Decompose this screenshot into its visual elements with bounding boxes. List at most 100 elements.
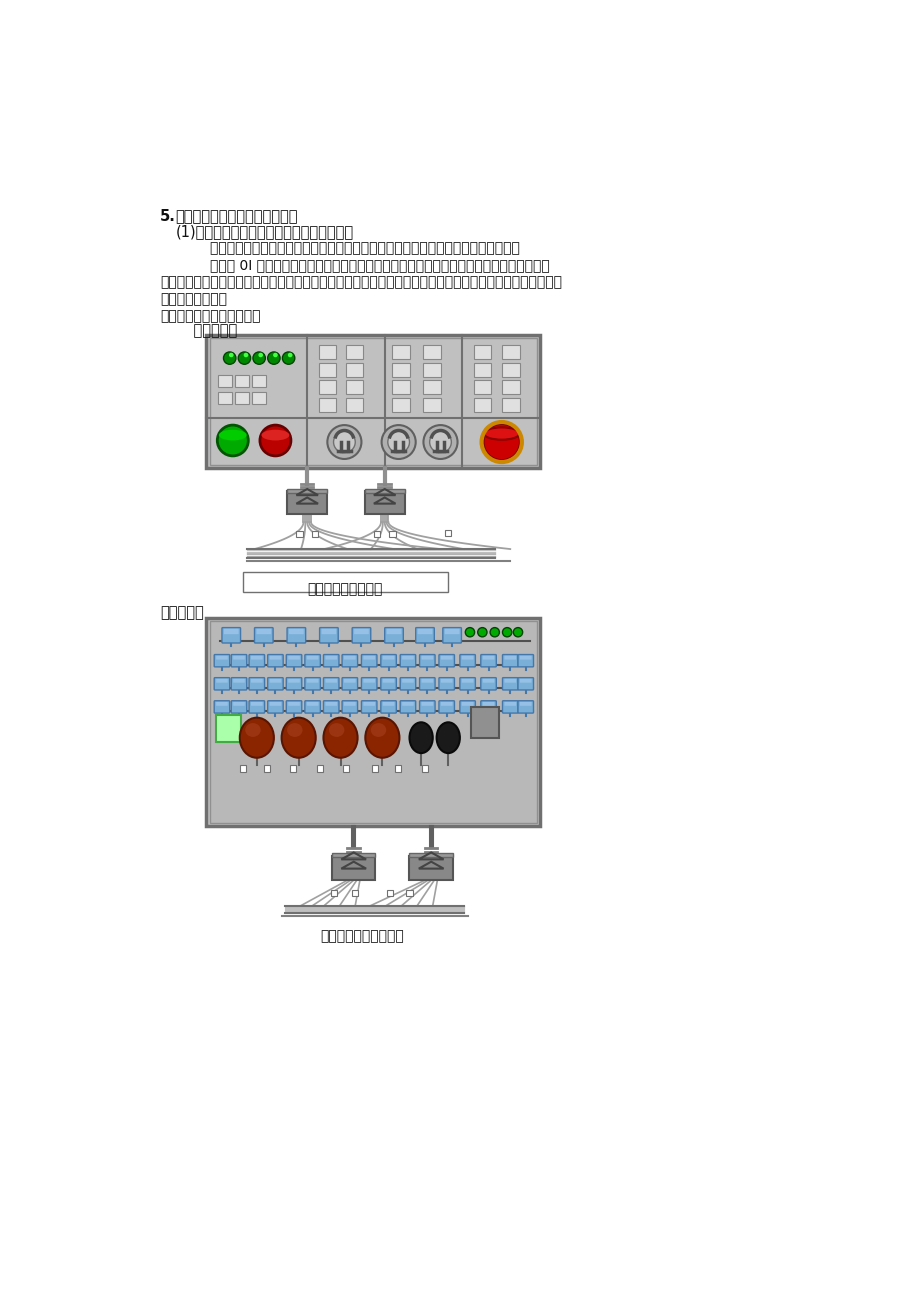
FancyBboxPatch shape — [233, 702, 244, 706]
FancyBboxPatch shape — [321, 629, 336, 635]
Bar — [423, 362, 440, 377]
Ellipse shape — [365, 718, 399, 758]
FancyBboxPatch shape — [519, 702, 531, 706]
Circle shape — [502, 628, 511, 637]
Circle shape — [482, 423, 520, 460]
FancyBboxPatch shape — [325, 702, 336, 706]
FancyBboxPatch shape — [380, 701, 396, 713]
FancyBboxPatch shape — [269, 679, 281, 683]
Bar — [364, 489, 404, 493]
Bar — [409, 856, 452, 880]
FancyBboxPatch shape — [269, 702, 281, 706]
Bar — [332, 856, 375, 880]
Bar — [364, 491, 404, 515]
Bar — [235, 392, 249, 404]
FancyBboxPatch shape — [444, 629, 459, 635]
Text: 面板前视图: 面板前视图 — [176, 323, 237, 337]
FancyBboxPatch shape — [440, 702, 452, 706]
Text: 是通过 0I 系统的标准输入输出接口进展设计，此方法因为全部使用的是输入输出的点进展: 是通过 0I 系统的标准输入输出接口进展设计，此方法因为全部使用的是输入输出的点… — [176, 258, 550, 272]
Ellipse shape — [245, 723, 260, 737]
Circle shape — [253, 352, 265, 365]
FancyBboxPatch shape — [361, 678, 377, 691]
Ellipse shape — [323, 718, 357, 758]
FancyBboxPatch shape — [417, 629, 432, 635]
Ellipse shape — [409, 722, 432, 753]
Bar — [240, 765, 245, 771]
Bar — [445, 530, 451, 536]
FancyBboxPatch shape — [461, 655, 473, 659]
Bar — [392, 380, 409, 395]
Circle shape — [260, 425, 290, 456]
FancyBboxPatch shape — [306, 655, 318, 659]
FancyBboxPatch shape — [249, 701, 265, 713]
Bar — [317, 765, 323, 771]
FancyBboxPatch shape — [287, 628, 305, 642]
Bar — [218, 375, 232, 387]
Bar — [252, 392, 266, 404]
FancyBboxPatch shape — [482, 679, 494, 683]
Circle shape — [238, 352, 250, 365]
FancyBboxPatch shape — [323, 701, 338, 713]
Text: 机床操作面板后走线图: 机床操作面板后走线图 — [320, 929, 403, 943]
FancyBboxPatch shape — [481, 678, 495, 691]
FancyBboxPatch shape — [438, 678, 454, 691]
Bar — [373, 530, 380, 537]
FancyBboxPatch shape — [363, 702, 375, 706]
FancyBboxPatch shape — [504, 655, 516, 659]
Bar — [423, 399, 440, 412]
FancyBboxPatch shape — [519, 679, 531, 683]
Bar — [473, 345, 491, 358]
FancyBboxPatch shape — [325, 655, 336, 659]
FancyBboxPatch shape — [517, 678, 533, 691]
FancyBboxPatch shape — [286, 654, 301, 667]
FancyBboxPatch shape — [304, 678, 320, 691]
FancyBboxPatch shape — [400, 701, 415, 713]
FancyBboxPatch shape — [342, 701, 357, 713]
Bar — [216, 714, 240, 741]
Bar — [296, 530, 302, 537]
Bar — [392, 362, 409, 377]
FancyBboxPatch shape — [502, 654, 517, 667]
Bar — [218, 392, 232, 404]
FancyBboxPatch shape — [380, 678, 396, 691]
FancyBboxPatch shape — [382, 679, 394, 683]
FancyBboxPatch shape — [363, 655, 375, 659]
Text: 机床操作面板的设计方法及说明: 机床操作面板的设计方法及说明 — [176, 208, 298, 224]
Bar — [206, 619, 539, 826]
FancyBboxPatch shape — [419, 654, 435, 667]
FancyBboxPatch shape — [323, 654, 338, 667]
Circle shape — [267, 352, 279, 365]
FancyBboxPatch shape — [382, 702, 394, 706]
Bar — [332, 853, 375, 857]
Bar — [346, 345, 363, 358]
Circle shape — [273, 353, 278, 357]
Bar — [471, 708, 498, 737]
FancyBboxPatch shape — [419, 678, 435, 691]
Bar — [406, 890, 412, 896]
FancyBboxPatch shape — [216, 702, 228, 706]
FancyBboxPatch shape — [214, 654, 230, 667]
FancyBboxPatch shape — [251, 679, 262, 683]
Bar — [346, 380, 363, 395]
Bar — [264, 765, 269, 771]
FancyBboxPatch shape — [460, 701, 475, 713]
Text: 实现的方法简要示意如下：: 实现的方法简要示意如下： — [160, 309, 260, 323]
FancyBboxPatch shape — [216, 679, 228, 683]
FancyBboxPatch shape — [504, 679, 516, 683]
Ellipse shape — [261, 430, 289, 440]
Circle shape — [258, 353, 263, 357]
Ellipse shape — [483, 427, 519, 439]
Ellipse shape — [219, 430, 246, 440]
Bar — [319, 399, 335, 412]
Circle shape — [490, 628, 499, 637]
FancyBboxPatch shape — [243, 572, 448, 592]
Bar — [394, 765, 401, 771]
FancyBboxPatch shape — [306, 679, 318, 683]
Text: 机床操作面板前视图: 机床操作面板前视图 — [307, 582, 382, 597]
Circle shape — [429, 431, 451, 453]
Bar — [210, 622, 536, 823]
FancyBboxPatch shape — [231, 678, 246, 691]
Text: 在机床设计中，机床厂家可以根据根据机床的实际需要进展不同的选择和设计，其一: 在机床设计中，机床厂家可以根据根据机床的实际需要进展不同的选择和设计，其一 — [176, 241, 520, 255]
Bar — [473, 399, 491, 412]
FancyBboxPatch shape — [352, 628, 370, 642]
